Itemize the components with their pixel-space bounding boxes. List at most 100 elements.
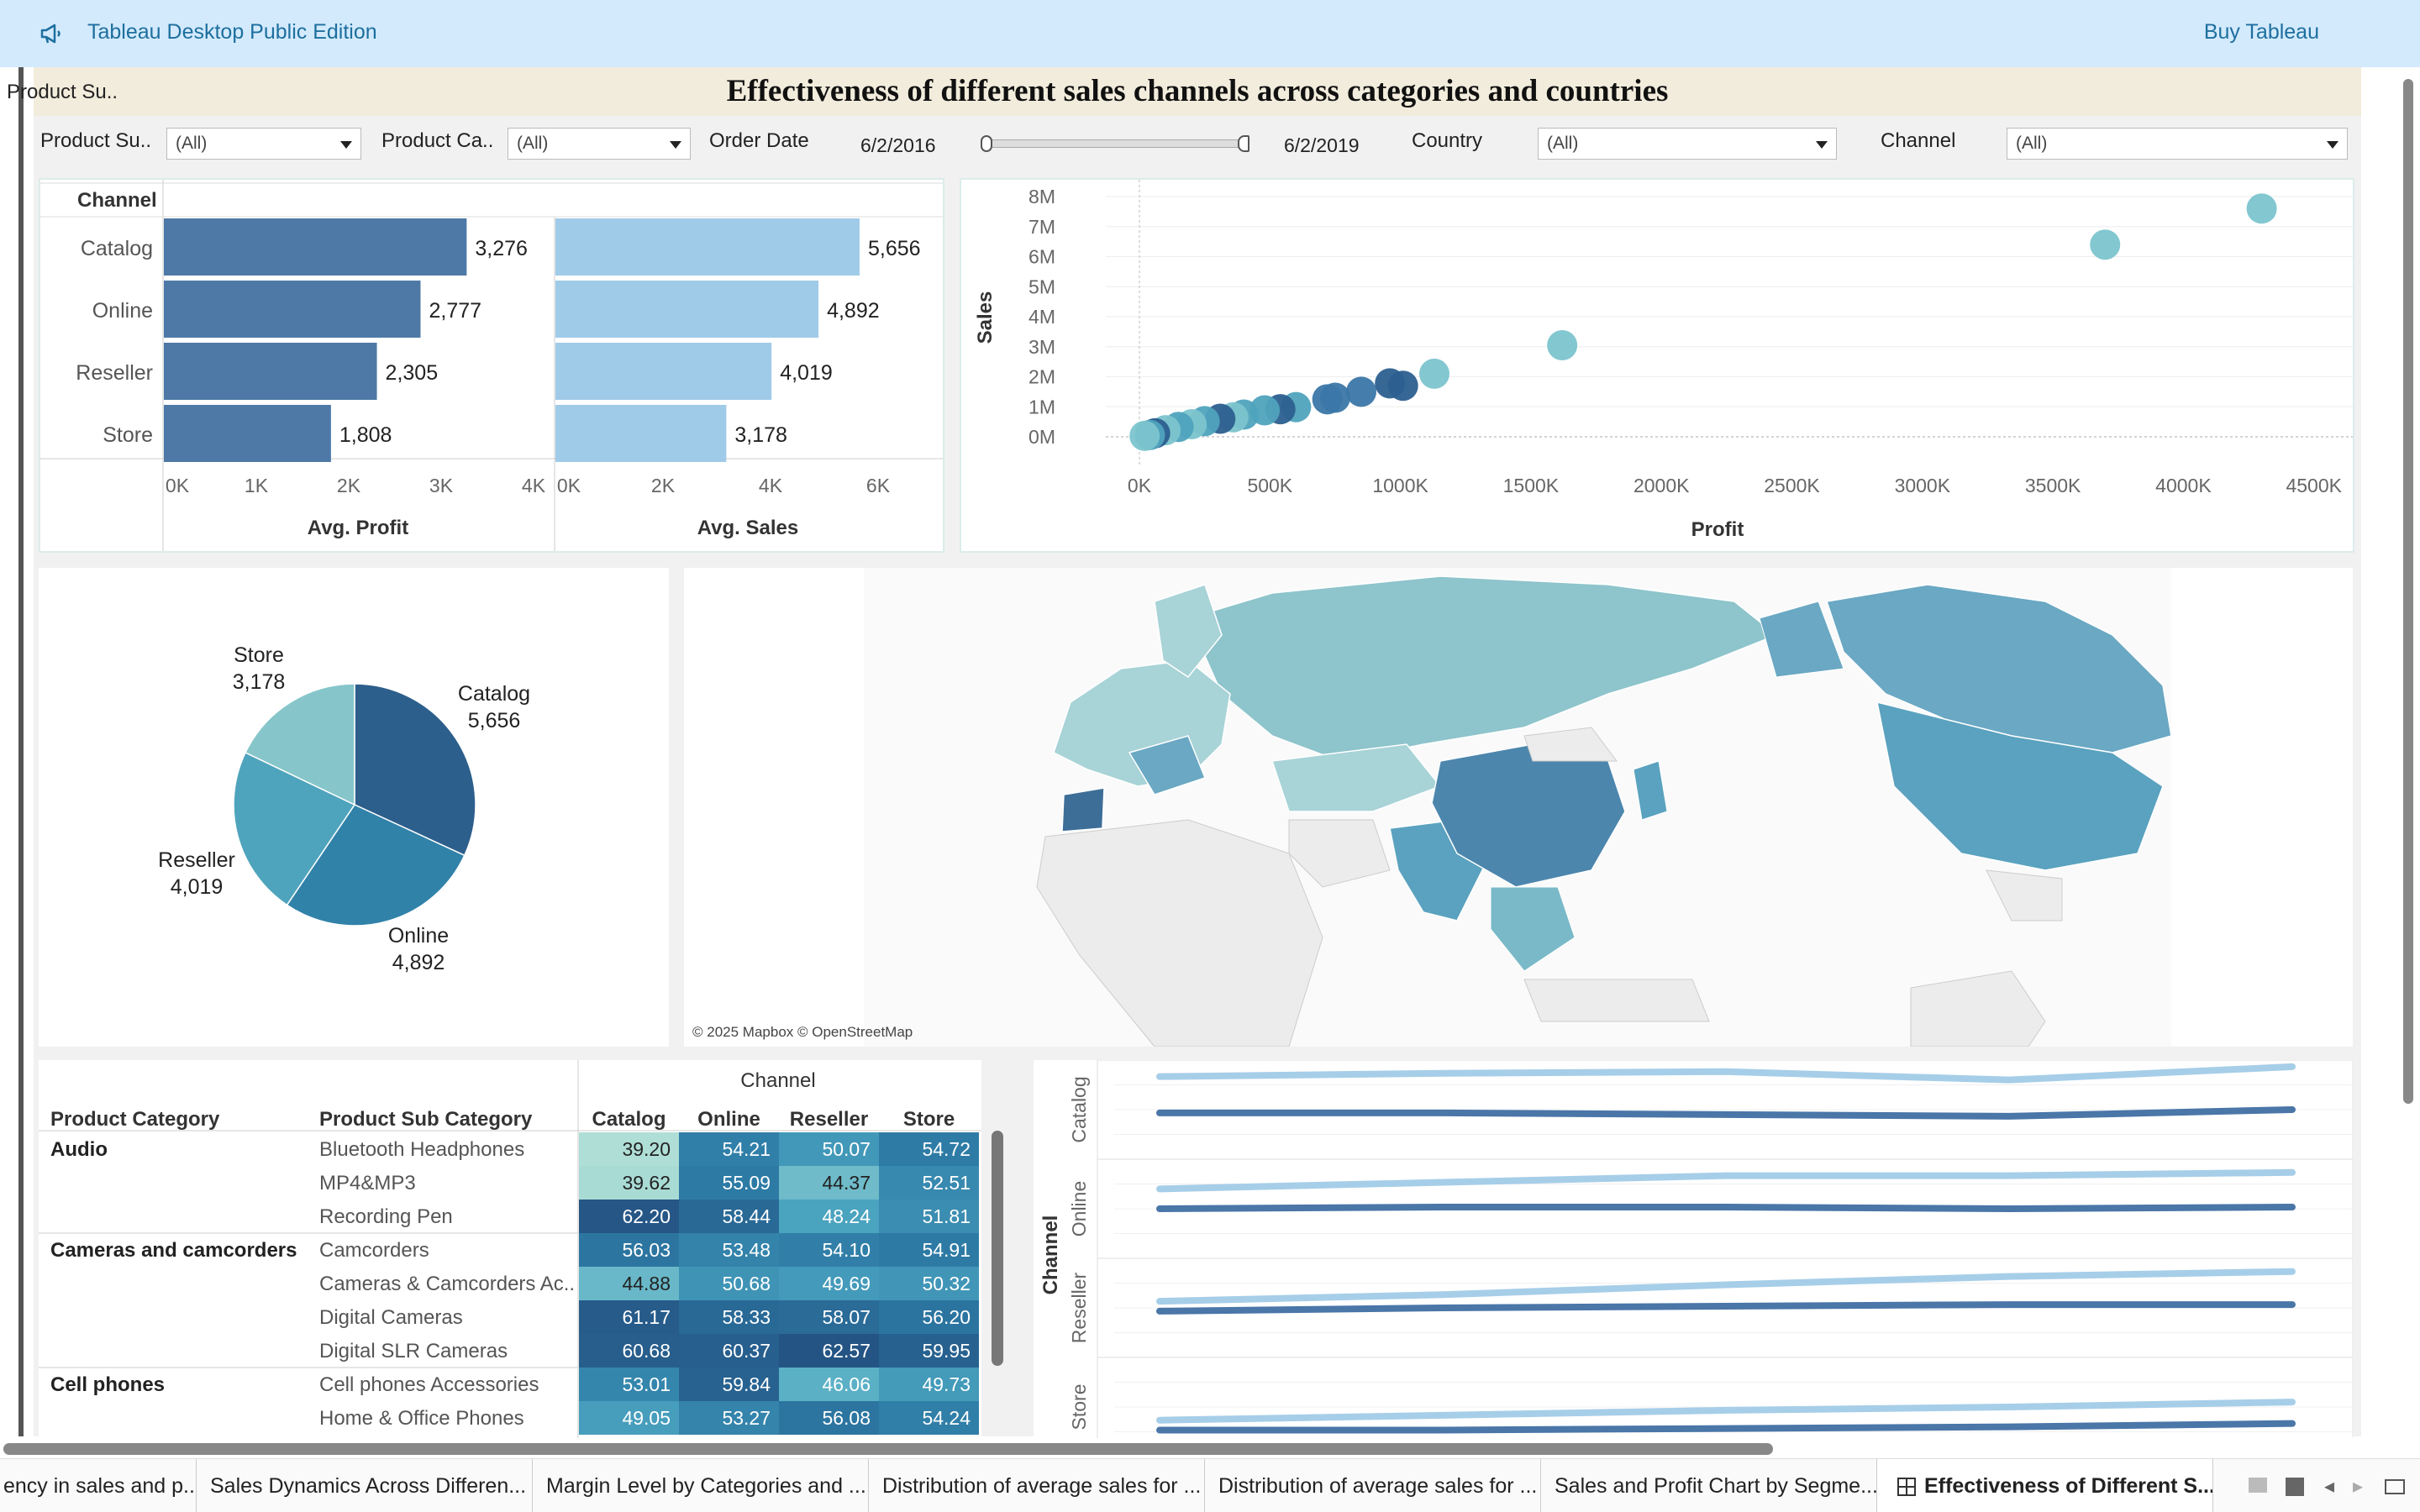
heatmap-cell-value: 44.37 — [822, 1172, 871, 1194]
next-sheet-icon[interactable]: ▸ — [2353, 1474, 2364, 1498]
heatmap-cell — [879, 1401, 979, 1435]
scatter-x-tick: 500K — [1247, 475, 1292, 496]
heatmap-cell — [879, 1267, 979, 1300]
map-country-kazakhstan[interactable] — [1270, 743, 1442, 812]
heatmap-cell — [579, 1401, 679, 1435]
tab-distribution-1[interactable]: Distribution of average sales for ... — [869, 1459, 1205, 1512]
product-cat-value: (All) — [517, 134, 549, 153]
app-title[interactable]: Tableau Desktop Public Edition — [87, 20, 377, 44]
scatter-x-tick: 1000K — [1372, 475, 1428, 496]
tab-sales-profit[interactable]: Sales and Profit Chart by Segme... — [1541, 1459, 1877, 1512]
tab-sales-dynamics[interactable]: Sales Dynamics Across Differen... — [197, 1459, 533, 1512]
order-date-slider[interactable] — [981, 135, 1249, 152]
tab-effectiveness-label: Effectiveness of Different S... — [1924, 1474, 2213, 1498]
line-series-dark — [1156, 1106, 2296, 1120]
filter-label-product-sub: Product Su.. — [7, 81, 118, 103]
line-series-dark — [1156, 1204, 2296, 1213]
product-sub-select[interactable]: (All) — [166, 128, 361, 160]
heatmap-subcategory-label: Bluetooth Headphones — [319, 1138, 524, 1161]
slider-handle-start[interactable] — [981, 135, 992, 152]
heatmap-cell-value: 48.24 — [822, 1205, 871, 1227]
scatter-point — [1312, 384, 1343, 415]
map-attribution[interactable]: © 2025 Mapbox © OpenStreetMap — [692, 1024, 913, 1040]
heatmap-subcategory-label: Cameras & Camcorders Ac.. — [319, 1273, 575, 1295]
heatmap-cell — [579, 1233, 679, 1267]
heatmap-cell-value: 52.51 — [922, 1172, 971, 1194]
map-panel[interactable]: © 2025 Mapbox © OpenStreetMap — [684, 568, 2353, 1047]
heatmap-cell-value: 56.20 — [922, 1306, 971, 1328]
sheet-view-icon[interactable] — [2249, 1478, 2267, 1493]
presentation-icon[interactable] — [2385, 1479, 2405, 1494]
channel-value: (All) — [2016, 134, 2048, 153]
heatmap-cell-value: 62.57 — [822, 1340, 871, 1362]
map-country-mexico — [1986, 869, 2063, 921]
map-country-russia[interactable] — [1186, 575, 1778, 762]
map-country-usa[interactable] — [1876, 701, 2164, 871]
map-country-japan[interactable] — [1633, 760, 1668, 821]
heatmap-subcategory-label: Digital Cameras — [319, 1306, 463, 1329]
profit-tick-label: 2K — [337, 475, 361, 496]
map-country-spain[interactable] — [1061, 787, 1105, 832]
tab-efficiency[interactable]: ency in sales and p... — [0, 1459, 197, 1512]
dashboard-horizontal-scrollbar[interactable] — [3, 1443, 1773, 1455]
scatter-point — [1547, 329, 1578, 360]
filter-bar: Product Su.. — [7, 81, 2361, 168]
map-country-mongolia — [1523, 727, 1618, 762]
map-country-scandinavia[interactable] — [1154, 584, 1223, 679]
country-select[interactable]: (All) — [1538, 128, 1837, 160]
filmstrip-icon[interactable] — [2286, 1478, 2304, 1496]
map-country-canada[interactable] — [1826, 584, 2172, 753]
map-region-australia — [1910, 970, 2046, 1047]
megaphone-icon[interactable] — [39, 20, 66, 47]
heatmap-cell — [579, 1368, 679, 1401]
sales-bar-label: 3,178 — [734, 423, 787, 447]
tab-effectiveness[interactable]: Effectiveness of Different S... — [1877, 1459, 2213, 1512]
line-panel-label: Catalog — [1068, 1076, 1090, 1142]
sales-tick-label: 0K — [557, 475, 581, 496]
slider-handle-end[interactable] — [1238, 135, 1249, 152]
prev-sheet-icon[interactable]: ◂ — [2324, 1474, 2335, 1498]
sales-bar-label: 4,019 — [780, 361, 833, 385]
scatter-chart: 8M 7M 6M 5M 4M 3M 2M 1M 0M 0K 500K 1000K 1500K 2000K 2… — [974, 180, 2353, 541]
scatter-y-tick: 8M — [1028, 186, 1055, 207]
heatmap-vertical-scrollbar[interactable] — [992, 1131, 1003, 1366]
world-map[interactable]: © 2025 Mapbox © OpenStreetMap — [684, 568, 2353, 1047]
heatmap-subcategory-label: Camcorders — [319, 1239, 429, 1262]
scatter-x-tick: 4000K — [2155, 475, 2212, 496]
order-date-start: 6/2/2016 — [860, 134, 936, 156]
heatmap-cell — [779, 1200, 879, 1233]
channel-select[interactable]: (All) — [2007, 128, 2348, 160]
bar-chart-panel: Channel Catalog 3,276 5,656 Online 2,777 4,892… — [39, 178, 944, 553]
heatmap-cell-value: 59.95 — [922, 1340, 971, 1362]
heatmap-subcategory-label: Digital SLR Cameras — [319, 1340, 508, 1362]
heatmap-subcategory-label: Recording Pen — [319, 1205, 453, 1228]
tab-margin-level[interactable]: Margin Level by Categories and ... — [533, 1459, 869, 1512]
chevron-down-icon — [340, 141, 352, 149]
dashboard-vertical-scrollbar[interactable] — [2403, 79, 2413, 1104]
heatmap-category-label: Cell phones — [50, 1373, 165, 1396]
heatmap-cell-value: 54.21 — [722, 1138, 771, 1160]
scatter-x-tick: 1500K — [1503, 475, 1560, 496]
profit-tick-label: 3K — [429, 475, 454, 496]
map-country-germany[interactable] — [1128, 735, 1206, 795]
pie-slice — [354, 683, 476, 857]
pie-value-label: 4,019 — [171, 875, 224, 899]
scatter-x-tick: 2000K — [1634, 475, 1690, 496]
scatter-y-tick: 3M — [1028, 336, 1055, 358]
profit-tick-label: 4K — [522, 475, 546, 496]
scatter-y-tick: 5M — [1028, 276, 1055, 297]
heatmap-row-header-category: Product Category — [50, 1108, 220, 1131]
heatmap-cell-value: 58.07 — [822, 1306, 871, 1328]
profit-bar — [164, 405, 331, 462]
heatmap-cell-value: 39.62 — [622, 1172, 671, 1194]
product-cat-select[interactable]: (All) — [508, 128, 691, 160]
scatter-y-tick: 6M — [1028, 246, 1055, 268]
map-country-southeast-asia[interactable] — [1490, 886, 1576, 972]
map-country-alaska[interactable] — [1759, 601, 1844, 678]
buy-tableau-link[interactable]: Buy Tableau — [2203, 20, 2319, 44]
heatmap-cell — [779, 1267, 879, 1300]
heatmap-cell — [779, 1233, 879, 1267]
line-chart: Channel Catalog Online Reseller Store — [1039, 1060, 2353, 1438]
scatter-point — [1129, 420, 1160, 451]
tab-distribution-2[interactable]: Distribution of average sales for ... — [1205, 1459, 1541, 1512]
